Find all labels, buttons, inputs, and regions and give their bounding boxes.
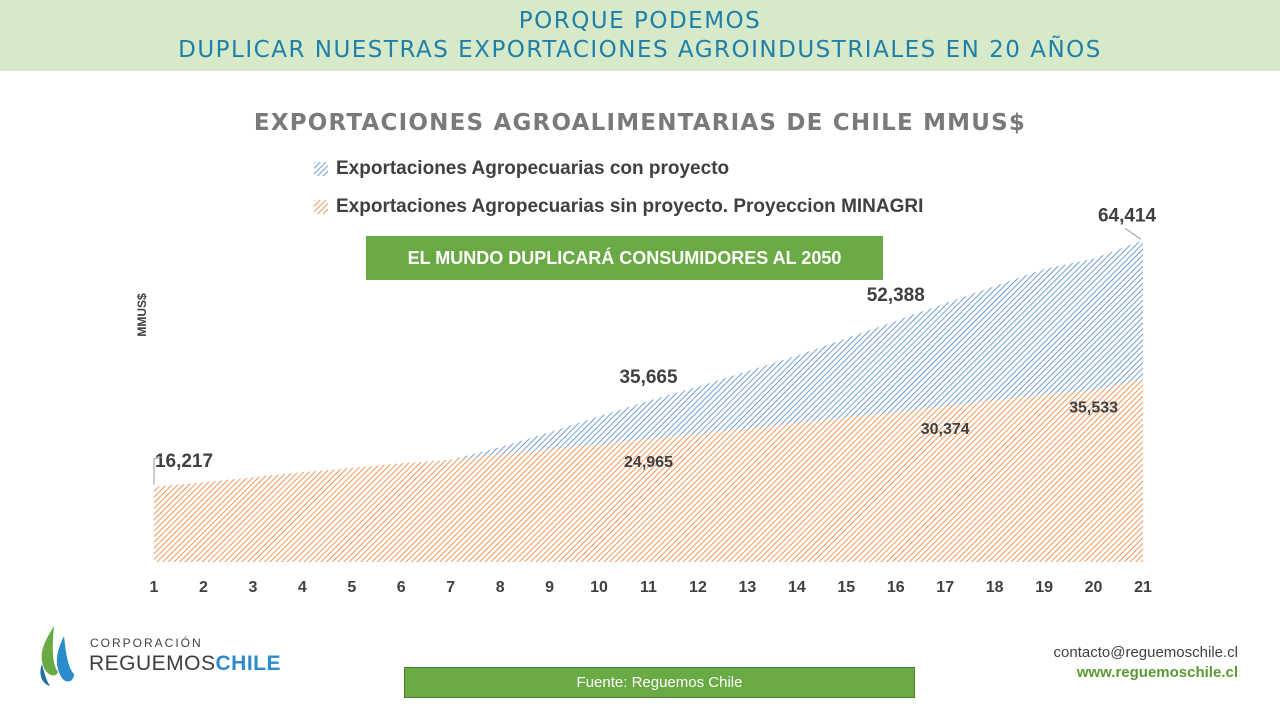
legend-label-sin-proyecto: Exportaciones Agropecuarias sin proyecto… bbox=[336, 196, 924, 217]
x-tick-label: 13 bbox=[739, 579, 757, 596]
data-label: 16,217 bbox=[155, 451, 213, 472]
title-banner: PORQUE PODEMOS DUPLICAR NUESTRAS EXPORTA… bbox=[0, 0, 1280, 71]
x-tick-label: 17 bbox=[936, 579, 954, 596]
x-tick-label: 10 bbox=[590, 579, 608, 596]
legend-item-sin-proyecto: Exportaciones Agropecuarias sin proyecto… bbox=[314, 195, 923, 219]
data-label: 35,665 bbox=[619, 367, 678, 388]
logo-word-reguemos: REGUEMOS bbox=[89, 652, 216, 675]
x-tick-label: 12 bbox=[689, 579, 707, 596]
contact-email: contacto@reguemoschile.cl bbox=[1053, 644, 1238, 661]
data-label: 30,374 bbox=[921, 421, 970, 438]
data-label: 24,965 bbox=[624, 454, 673, 471]
data-label: 52,388 bbox=[867, 285, 925, 306]
legend-swatch-orange bbox=[314, 200, 328, 214]
x-tick-label: 2 bbox=[199, 579, 208, 596]
logo-text-corporacion: CORPORACIÓN bbox=[90, 636, 203, 650]
source-note: Fuente: Reguemos Chile bbox=[404, 667, 915, 698]
highlight-box: EL MUNDO DUPLICARÁ CONSUMIDORES AL 2050 bbox=[366, 236, 883, 280]
leader-line bbox=[153, 456, 163, 485]
x-tick-label: 20 bbox=[1085, 579, 1103, 596]
data-label: 35,533 bbox=[1069, 399, 1118, 416]
banner-title-line2: DUPLICAR NUESTRAS EXPORTACIONES AGROINDU… bbox=[178, 37, 1102, 63]
reguemos-chile-logo: CORPORACIÓN REGUEMOSCHILE bbox=[36, 624, 281, 690]
x-tick-label: 9 bbox=[545, 579, 554, 596]
x-tick-label: 14 bbox=[788, 579, 806, 596]
banner-title-line1: PORQUE PODEMOS bbox=[518, 8, 762, 34]
x-tick-label: 18 bbox=[986, 579, 1004, 596]
data-label: 64,414 bbox=[1098, 205, 1157, 226]
x-tick-label: 3 bbox=[248, 579, 257, 596]
logo-word-chile: CHILE bbox=[215, 652, 282, 675]
chart-title: EXPORTACIONES AGROALIMENTARIAS DE CHILE … bbox=[253, 110, 1027, 136]
legend-swatch-blue bbox=[314, 162, 328, 176]
x-tick-label: 16 bbox=[887, 579, 905, 596]
legend-item-con-proyecto: Exportaciones Agropecuarias con proyecto bbox=[314, 157, 729, 181]
x-tick-label: 19 bbox=[1035, 579, 1053, 596]
area-series-sin-proyecto bbox=[154, 379, 1143, 562]
x-tick-label: 6 bbox=[397, 579, 406, 596]
x-tick-label: 11 bbox=[640, 579, 657, 596]
x-tick-label: 21 bbox=[1134, 579, 1152, 596]
x-tick-label: 1 bbox=[150, 579, 159, 596]
logo-text-reguemos-chile: REGUEMOSCHILE bbox=[89, 652, 281, 676]
leader-line bbox=[1124, 227, 1142, 240]
x-tick-label: 5 bbox=[347, 579, 356, 596]
water-drop-logo-icon bbox=[40, 626, 74, 686]
x-tick-label: 8 bbox=[496, 579, 505, 596]
x-tick-label: 15 bbox=[837, 579, 855, 596]
website-link[interactable]: www.reguemoschile.cl bbox=[1076, 664, 1238, 681]
legend-label-con-proyecto: Exportaciones Agropecuarias con proyecto bbox=[336, 158, 730, 179]
x-tick-label: 7 bbox=[446, 579, 455, 596]
x-tick-label: 4 bbox=[298, 579, 307, 596]
